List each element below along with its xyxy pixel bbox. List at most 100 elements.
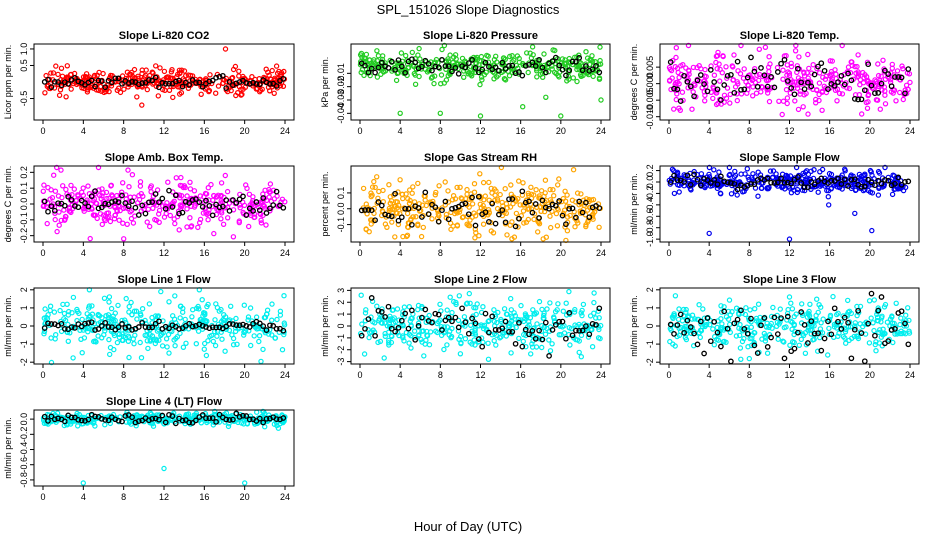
- mean-point: [223, 197, 230, 203]
- data-point: [415, 180, 421, 187]
- mean-point: [586, 214, 593, 221]
- data-point: [128, 299, 134, 306]
- mean-point: [223, 85, 230, 91]
- data-point: [673, 45, 680, 51]
- mean-point: [552, 202, 559, 209]
- data-point: [811, 184, 818, 190]
- data-point: [406, 331, 413, 337]
- data-point: [501, 75, 508, 82]
- data-point: [714, 53, 721, 59]
- data-point: [384, 224, 390, 230]
- data-point: [523, 344, 529, 350]
- mean-points: [41, 410, 287, 427]
- mean-point: [882, 177, 888, 183]
- mean-point: [109, 79, 115, 86]
- data-point: [403, 52, 409, 59]
- mean-point: [674, 86, 681, 93]
- data-point: [152, 63, 159, 69]
- data-point: [764, 350, 771, 356]
- mean-point: [88, 193, 95, 200]
- outlier-point: [746, 355, 753, 362]
- data-point: [857, 77, 864, 83]
- mean-point: [209, 324, 216, 331]
- data-point: [386, 181, 392, 188]
- data-point: [526, 319, 532, 325]
- data-point: [728, 191, 735, 197]
- mean-point: [721, 308, 728, 315]
- data-point: [96, 313, 103, 319]
- mean-point: [199, 412, 206, 418]
- mean-point: [216, 411, 223, 418]
- mean-point: [691, 93, 697, 100]
- mean-point: [741, 326, 748, 332]
- mean-point: [738, 86, 744, 93]
- data-point: [162, 203, 169, 209]
- y-tick-label: 1: [336, 312, 346, 317]
- data-point: [386, 340, 392, 346]
- mean-point: [270, 323, 277, 329]
- mean-point: [711, 176, 718, 183]
- y-tick-label: -0.4: [645, 197, 655, 213]
- mean-point: [267, 81, 273, 87]
- mean-point: [734, 58, 741, 65]
- data-point: [867, 189, 874, 195]
- data-point: [493, 53, 499, 60]
- data-point: [67, 208, 73, 214]
- data-point: [133, 308, 140, 314]
- data-point: [845, 297, 851, 304]
- data-point: [114, 339, 121, 346]
- data-point: [788, 300, 794, 306]
- data-point: [763, 77, 770, 83]
- data-point: [567, 342, 573, 348]
- data-point: [267, 181, 274, 187]
- mean-point: [135, 81, 142, 88]
- data-point: [188, 223, 195, 229]
- mean-point: [529, 327, 536, 334]
- data-point: [191, 204, 198, 210]
- data-point: [478, 53, 485, 60]
- mean-point: [563, 335, 569, 342]
- mean-point: [838, 181, 845, 187]
- data-point: [99, 221, 106, 228]
- mean-point: [499, 325, 506, 332]
- data-point: [833, 71, 839, 77]
- mean-point: [788, 85, 795, 91]
- mean-point: [452, 314, 459, 321]
- data-point: [203, 352, 210, 359]
- panel-ylabel: kPa per min.: [320, 57, 330, 108]
- mean-point: [362, 325, 368, 332]
- mean-point: [542, 204, 549, 211]
- data-point: [855, 335, 862, 342]
- data-point: [149, 314, 155, 321]
- mean-point: [532, 201, 539, 207]
- mean-point: [365, 316, 372, 322]
- outlier-point: [222, 46, 229, 52]
- y-tick-label: -0.6: [19, 457, 29, 473]
- x-tick-label: 12: [475, 248, 485, 258]
- x-tick-label: 24: [280, 248, 290, 258]
- data-point: [739, 338, 746, 345]
- x-tick-label: 16: [516, 370, 526, 380]
- outlier-point: [826, 202, 832, 208]
- data-point: [237, 204, 243, 211]
- data-point: [766, 98, 773, 105]
- data-point: [247, 342, 254, 349]
- data-point: [488, 228, 494, 234]
- data-point: [227, 303, 234, 309]
- outlier-point: [437, 110, 443, 117]
- mean-point: [172, 78, 179, 85]
- data-point: [468, 322, 474, 328]
- data-point: [126, 419, 133, 426]
- data-point: [202, 312, 208, 318]
- mean-point: [875, 90, 882, 96]
- data-point: [880, 57, 886, 64]
- data-point: [441, 42, 448, 49]
- y-tick-label: -3: [336, 358, 346, 366]
- data-point: [506, 72, 513, 79]
- mean-point: [119, 192, 125, 199]
- mean-point: [273, 416, 280, 422]
- mean-point: [593, 63, 599, 69]
- data-point: [153, 83, 159, 90]
- mean-point: [196, 79, 203, 86]
- data-point: [741, 66, 747, 72]
